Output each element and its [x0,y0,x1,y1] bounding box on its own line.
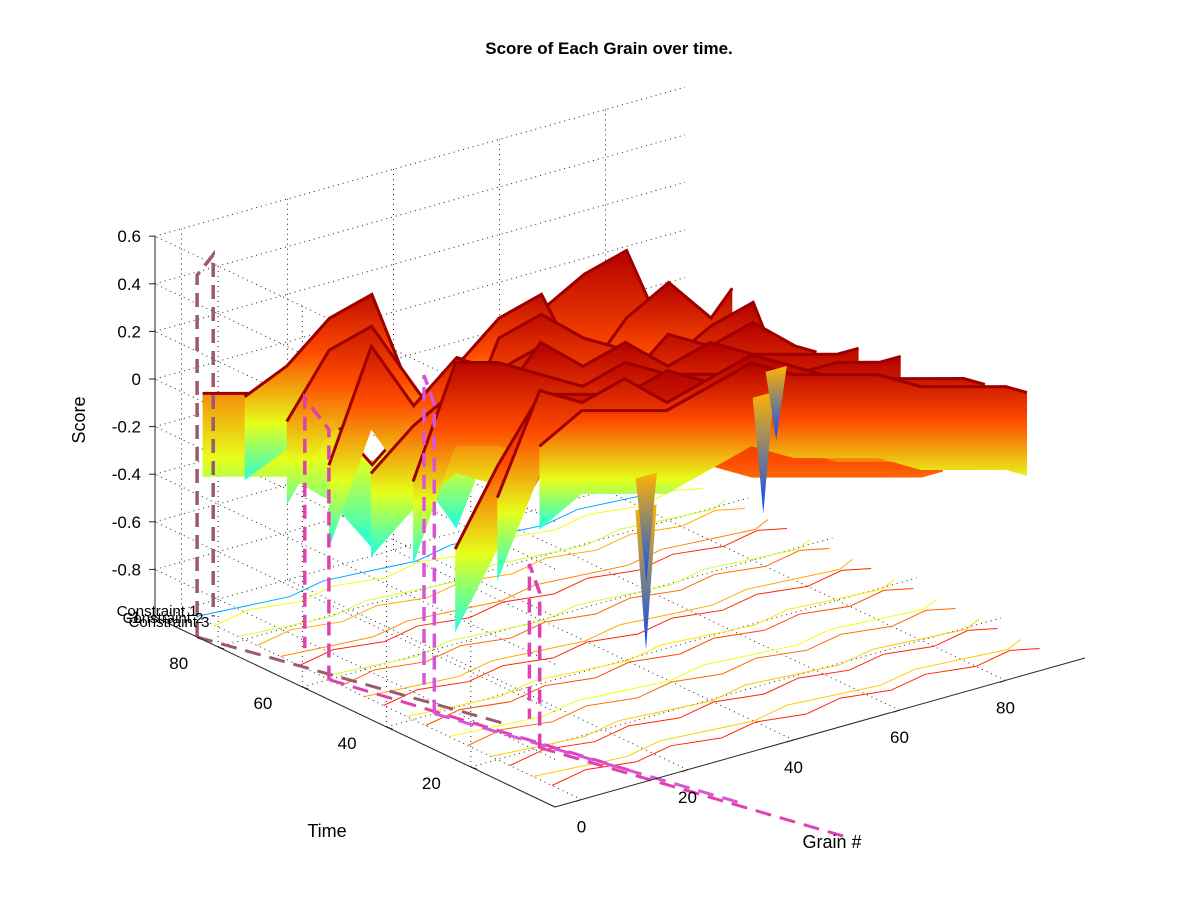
contour-line [425,588,914,726]
surface-dip [752,391,774,514]
x-tick-mark [787,739,794,743]
y-grid-line [302,537,833,688]
y-axis-label: Time [307,821,346,841]
z-grid-line [154,86,686,237]
z-tick-label: -0.2 [112,418,141,437]
x-tick-mark [575,799,582,803]
contour-line [280,519,769,657]
constraint-floor-line [433,712,741,805]
z-tick-label: -1 [126,608,141,627]
constraint-line [527,563,542,748]
surface-ridge [538,361,1028,448]
z-tick-label: -0.4 [112,465,141,484]
contour-line [509,628,998,766]
surface-ridge [495,353,986,499]
y-tick-label: 20 [422,774,441,793]
x-tick-label: 20 [678,788,697,807]
y-tick-label: 60 [253,694,272,713]
constraint-markers [195,249,846,839]
y-tick-mark [217,646,225,650]
z-grid-line [154,277,686,428]
z-tick-label: 0 [132,370,141,389]
constraint-line [303,393,331,680]
contour-line [299,528,788,666]
contour-line [196,479,685,617]
tick-labels: 0 20 40 60 80 20 40 60 80 -1 -0.8 -0.6 -0.4 -0.2 0 0.2 0… [112,227,1015,836]
y-tick-mark [470,766,477,770]
surface-plot [202,248,1028,651]
contour-line [257,508,745,646]
z-grid-line [154,181,686,332]
y-tick-label: 80 [169,654,188,673]
surface-ridge [243,280,734,404]
constraint-annotation: Constraint 1 [117,603,198,620]
y-grid-line [470,617,1001,768]
surface-ribbon [539,363,1027,530]
z-tick-label: 0.2 [117,322,141,341]
contour-line [238,499,727,637]
y-tick-mark [386,726,393,730]
axes [149,235,1086,808]
z-tick-label: -0.6 [112,513,141,532]
x-axis-line [554,657,1086,808]
z-tick-label: 0.6 [117,227,141,246]
x-tick-label: 40 [784,758,803,777]
contour-line [341,548,830,686]
contour-line [448,599,937,737]
y-tick-label: 40 [338,734,357,753]
contour-line [364,559,853,697]
z-grid-line [154,134,686,285]
contour-line [551,648,1040,786]
z-tick-label: 0.4 [117,275,141,294]
z-grid-line [154,229,686,380]
constraint-floor-line [539,746,846,839]
z-axis-label: Score [69,396,89,443]
x-tick-label: 0 [577,818,586,837]
x-tick-label: 60 [890,728,909,747]
x-tick-mark [893,709,900,713]
x-tick-mark [681,769,688,773]
contour-line [467,608,956,746]
constraint-annotation: Constraint 3 [129,614,210,631]
constraint-floor-line [196,635,509,727]
contour-line [532,639,1022,777]
x-tick-mark [999,679,1006,683]
contour-line [383,568,872,706]
constraint-line [195,249,215,637]
surface-ridge [285,300,776,449]
y-tick-mark [302,686,309,690]
y-grid-line [386,577,917,728]
z-tick-label: -0.8 [112,560,141,579]
surface-dip [765,365,787,441]
surface-dip [635,472,657,583]
constraint-annotation: Constraint 2 [123,610,204,627]
constraint-line [422,374,437,714]
x-axis-label: Grain # [802,832,861,852]
contour-line [490,619,979,757]
chart-title: Score of Each Grain over time. [485,39,733,58]
contour-line [406,579,895,717]
x-tick-label: 80 [996,698,1015,717]
contour-line [322,539,811,677]
